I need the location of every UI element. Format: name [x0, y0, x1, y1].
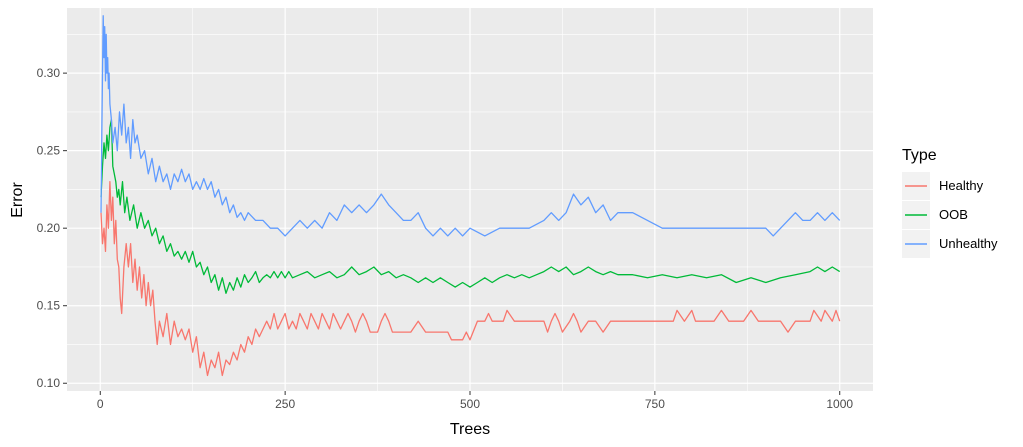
- series-line-unhealthy: [100, 15, 841, 237]
- x-tick-label: 500: [460, 397, 480, 411]
- x-tick-label: 750: [645, 397, 665, 411]
- y-tick-label: 0.15: [37, 299, 61, 313]
- y-tick-label: 0.10: [37, 376, 61, 390]
- x-tick-label: 1000: [826, 397, 853, 411]
- legend-title: Type: [902, 147, 937, 164]
- legend-label-oob: OOB: [939, 207, 968, 222]
- x-axis: 0 250 500 750 1000: [97, 391, 853, 411]
- legend: Type Healthy OOB Unhealthy: [902, 147, 998, 258]
- y-axis: 0.10 0.15 0.20 0.25 0.30: [37, 66, 67, 390]
- legend-label-unhealthy: Unhealthy: [939, 236, 998, 251]
- series-lines: [100, 15, 841, 377]
- major-gridlines: [67, 8, 873, 391]
- series-line-healthy: [100, 181, 841, 377]
- x-tick-label: 0: [97, 397, 104, 411]
- legend-label-healthy: Healthy: [939, 178, 984, 193]
- y-tick-label: 0.30: [37, 66, 61, 80]
- series-line-oob: [100, 118, 841, 294]
- y-tick-label: 0.20: [37, 221, 61, 235]
- y-axis-title: Error: [9, 182, 26, 218]
- y-tick-label: 0.25: [37, 144, 61, 158]
- x-axis-title: Trees: [450, 421, 490, 438]
- x-tick-label: 250: [275, 397, 295, 411]
